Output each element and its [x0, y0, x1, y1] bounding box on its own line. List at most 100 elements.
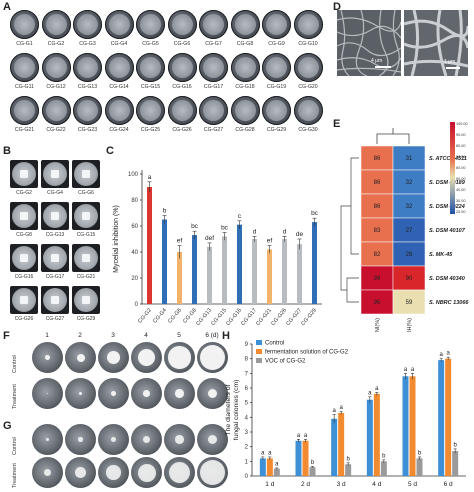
petri-dish: [293, 53, 323, 82]
bar: [445, 358, 452, 476]
dish-label: CG-G22: [46, 127, 66, 133]
x-tick-label: CG-G6: [167, 307, 183, 324]
heatmap-cell-ddh: [392, 193, 426, 219]
petri-dish: [104, 96, 134, 125]
x-tick-label: CG-G4: [152, 307, 168, 324]
petri-dish: [262, 10, 291, 39]
cell-value: 59: [406, 300, 413, 306]
petri-dish: [131, 378, 162, 409]
bar: [222, 236, 227, 304]
legend-tick-label: 40.00: [456, 188, 466, 192]
colony-center: [82, 212, 90, 220]
dish-inner: [140, 100, 161, 121]
day-label: 6 (d): [205, 332, 219, 339]
row-label: S. DSM 40340: [429, 276, 465, 282]
fungal-colony: [143, 390, 150, 397]
dish-label: CG-G13: [77, 84, 98, 90]
dish-inner: [45, 14, 67, 35]
y-tick-label: 3: [245, 430, 249, 436]
panel-letter-b: B: [3, 145, 11, 157]
fungal-colony: [78, 437, 83, 442]
fungal-colony: [168, 461, 191, 484]
dish-inner: [234, 100, 256, 121]
fungal-colony: [207, 434, 218, 445]
row-label: S. NBRC 13066: [429, 300, 469, 306]
fungal-colony: [199, 344, 226, 371]
petri-dish: [104, 10, 134, 39]
heatmap-cell-ani: [360, 241, 394, 267]
cell-value: 86: [374, 180, 381, 186]
significance-letter: def: [205, 235, 214, 242]
petri-dish: [199, 53, 228, 82]
significance-letter: c: [238, 213, 242, 220]
dish-label: CG-G24: [109, 127, 129, 133]
dish-inner: [203, 100, 224, 121]
dish-label: CG-G23: [77, 127, 98, 133]
petri-dish: [73, 10, 102, 39]
row-dendrogram: [346, 277, 359, 303]
petri-dish: [98, 378, 129, 409]
plate-label: CG-G21: [76, 274, 96, 280]
day-label: 5: [177, 332, 181, 339]
panel-c-chart: 0 20 40 60 80 100 Mycelial inhibition (%) a CG-G…: [113, 170, 322, 327]
dish-label: CG-G5: [142, 41, 159, 47]
petri-dish: [197, 342, 228, 373]
panel-letter-f: F: [3, 330, 10, 342]
dual-culture-plate: [41, 286, 69, 314]
heatmap-cell-ddh: [392, 265, 426, 291]
panel-e-heatmap: 86 31 S. ATCC 14511 86 32 S. DSM 40189 86 32 S. …: [340, 122, 469, 332]
significance-letter: a: [446, 351, 450, 357]
y-tick-label: 2: [245, 445, 249, 451]
dual-culture-plate: [10, 286, 38, 314]
sem-fibers-left: [337, 10, 401, 76]
dish-inner: [14, 100, 35, 121]
dish-inner: [234, 14, 256, 35]
dish-inner: [203, 14, 224, 35]
significance-letter: b: [453, 442, 457, 448]
dual-culture-plate: [72, 244, 100, 272]
fungal-colony: [137, 463, 156, 482]
bar: [373, 393, 380, 476]
y-tick-label: 20: [131, 276, 138, 282]
significance-letter: b: [418, 450, 422, 456]
bar: [380, 461, 387, 476]
petri-dish: [167, 96, 197, 125]
panel-d-sem-left: 4 μm: [337, 10, 401, 76]
bar: [438, 360, 445, 476]
bar: [266, 458, 273, 476]
plate-label: CG-G29: [76, 316, 96, 322]
panel-letter-c: C: [106, 145, 114, 157]
dish-label: CG-G19: [266, 84, 287, 90]
panel-g-growth-plates: Control Treatment: [10, 424, 228, 490]
legend-swatch: [256, 358, 262, 363]
dish-label: CG-G12: [46, 84, 66, 90]
bar: [312, 222, 317, 304]
dish-label: CG-G3: [79, 41, 96, 47]
row-label: Control: [12, 437, 18, 455]
heatmap-cell-ddh: [392, 145, 426, 171]
colony-center: [51, 254, 59, 262]
legend-tick-label: 70.00: [456, 155, 466, 159]
significance-letter: de: [296, 231, 304, 238]
petri-dish: [32, 342, 63, 373]
fungal-colony: [79, 392, 82, 395]
bar: [273, 468, 280, 476]
legend-tick-label: 50.00: [456, 177, 466, 181]
fungal-colony: [143, 436, 150, 443]
significance-letter: d: [253, 228, 257, 235]
petri-dish: [164, 378, 195, 409]
cell-value: 86: [374, 204, 381, 210]
bar: [252, 239, 257, 304]
dish-inner: [266, 57, 287, 78]
dish-inner: [297, 57, 319, 78]
colony-center: [51, 296, 59, 304]
dish-label: CG-G26: [172, 127, 192, 133]
bar: [366, 399, 373, 476]
petri-dish: [32, 424, 63, 455]
dish-label: CG-G27: [203, 127, 224, 133]
panel-letter-e: E: [333, 118, 341, 130]
legend-label: Control: [265, 341, 284, 347]
cell-value: 99: [374, 276, 381, 282]
significance-letter: a: [332, 408, 336, 414]
row-label: S. DSM 40189: [429, 180, 466, 186]
